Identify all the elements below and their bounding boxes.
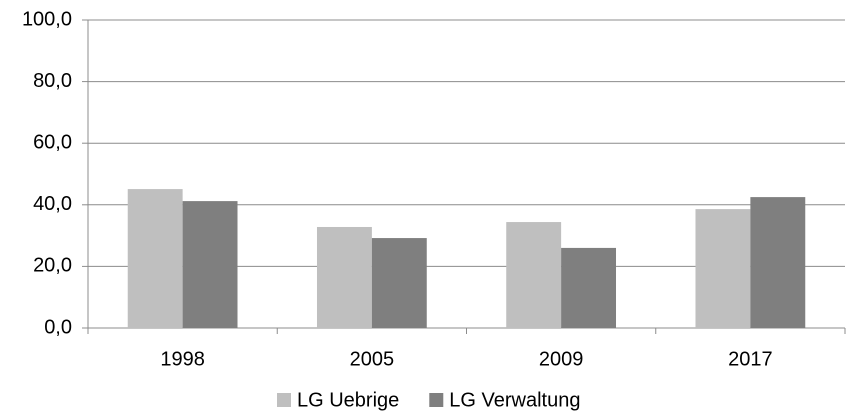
y-tick-label: 60,0 <box>33 131 72 153</box>
x-tick-label: 1998 <box>160 348 205 370</box>
legend-swatch <box>277 393 291 407</box>
bar <box>750 197 806 328</box>
x-tick-label: 2009 <box>539 348 584 370</box>
y-tick-label: 0,0 <box>44 316 72 338</box>
y-tick-label: 20,0 <box>33 255 72 277</box>
bar <box>561 247 617 328</box>
bar <box>695 209 751 328</box>
bar <box>506 222 562 328</box>
legend-label: LG Uebrige <box>297 389 399 411</box>
y-tick-label: 80,0 <box>33 70 72 92</box>
x-tick-label: 2017 <box>728 348 773 370</box>
bar <box>371 238 427 328</box>
bar <box>127 189 183 328</box>
y-tick-label: 100,0 <box>22 8 72 30</box>
legend-swatch <box>429 393 444 407</box>
bar <box>316 226 372 328</box>
bar <box>182 201 238 328</box>
x-tick-label: 2005 <box>350 348 395 370</box>
legend-label: LG Verwaltung <box>449 389 580 411</box>
y-tick-label: 40,0 <box>33 193 72 215</box>
